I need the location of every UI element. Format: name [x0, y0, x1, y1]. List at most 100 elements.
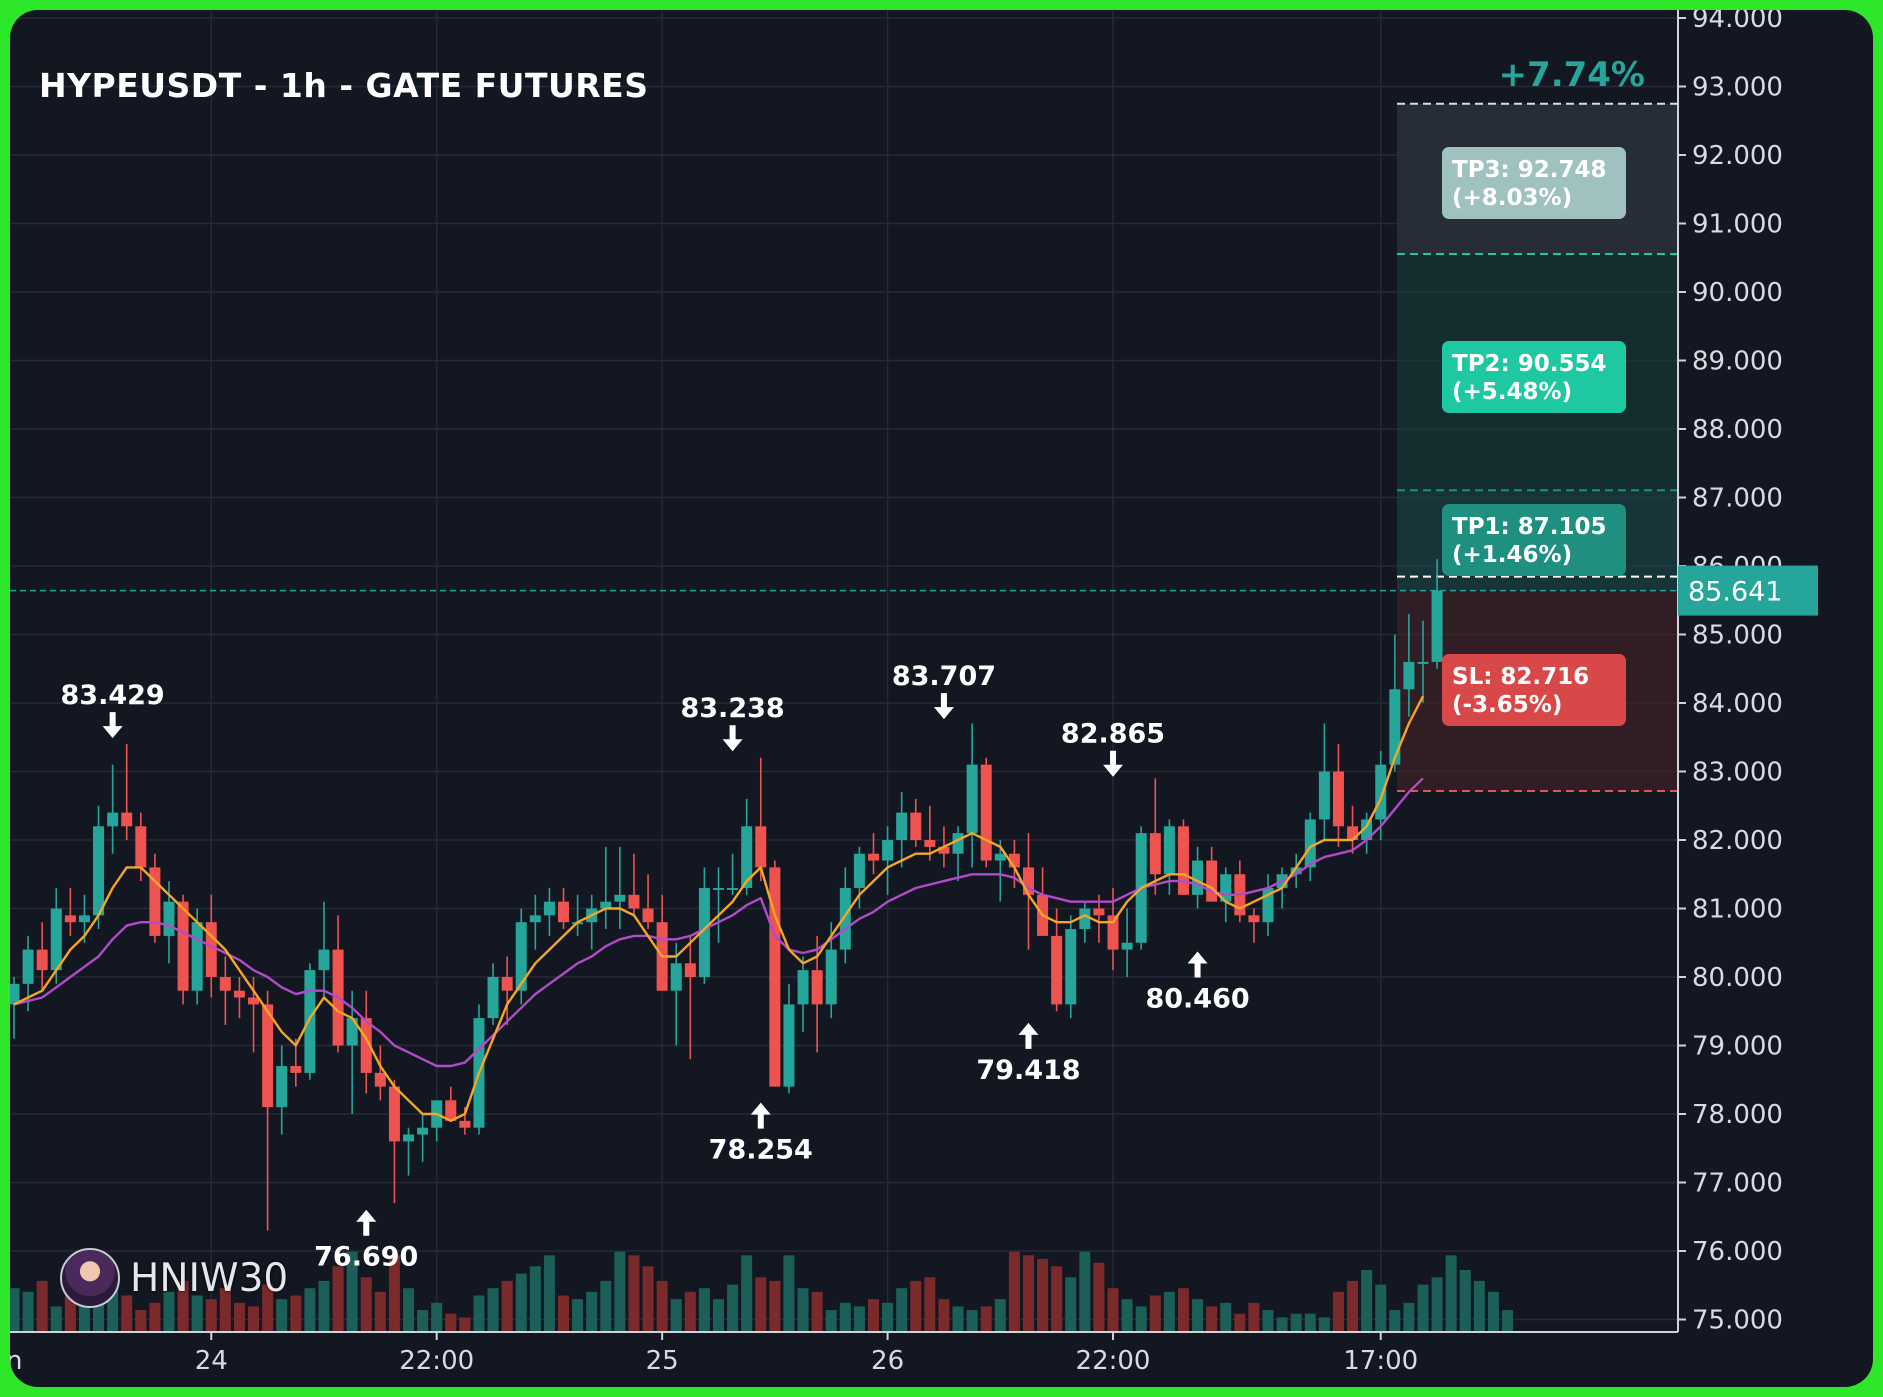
arrow-up-icon [750, 1102, 771, 1129]
candle-body [966, 764, 978, 834]
x-tick-label: 22:00 [1076, 1346, 1151, 1376]
candle-body [121, 812, 133, 827]
candle-body [205, 922, 217, 977]
candle-body [1093, 908, 1105, 916]
y-tick-label: 79.000 [1692, 1032, 1783, 1062]
volume-bar [600, 1280, 612, 1332]
tp1-label: TP1: 87.105 [1452, 514, 1607, 540]
volume-bar [797, 1288, 809, 1332]
tp3-label: TP3: 92.748 [1452, 157, 1607, 183]
candle-body [910, 812, 922, 840]
volume-bar [515, 1273, 527, 1332]
volume-bar [191, 1295, 203, 1332]
volume-bar [1487, 1291, 1499, 1332]
volume-bar [698, 1288, 710, 1332]
volume-bar [374, 1291, 386, 1332]
y-tick-label: 77.000 [1692, 1169, 1783, 1199]
candle-body [811, 970, 823, 1005]
y-tick-label: 82.000 [1692, 826, 1783, 856]
ma-slow-line [13, 777, 1424, 1068]
volume-bar [1192, 1299, 1204, 1332]
x-tick-label: 24 [195, 1346, 228, 1376]
candle-body [276, 1066, 288, 1108]
y-tick-label: 80.000 [1692, 963, 1783, 993]
arrow-up-icon [1187, 951, 1208, 978]
candle-body [93, 826, 105, 916]
volume-bar [1022, 1255, 1034, 1332]
volume-bar [727, 1284, 739, 1332]
volume-bar [1304, 1313, 1316, 1332]
volume-bar [529, 1266, 541, 1332]
candle-body [1304, 819, 1316, 868]
volume-bar [910, 1280, 922, 1332]
candle-body [614, 894, 626, 902]
candle-body [374, 1072, 386, 1087]
candle-body [163, 901, 175, 936]
tp3-box [1442, 147, 1626, 219]
candlestick-chart: 83.429 76.690 83.238 78.254 83.707 79.418 82.8… [10, 10, 1818, 1376]
x-tick-label: 25 [646, 1346, 679, 1376]
candle-body [191, 922, 203, 991]
volume-bar [473, 1295, 485, 1332]
candle-body [727, 887, 739, 890]
volume-bar [1361, 1269, 1373, 1332]
candle-body [713, 887, 724, 890]
x-tick-label: 22:00 [399, 1346, 474, 1376]
y-tick-label: 92.000 [1692, 141, 1783, 171]
volume-bar [952, 1306, 964, 1332]
volume-bar [1276, 1317, 1288, 1332]
candle-body [64, 915, 76, 923]
arrow-down-icon [722, 725, 743, 752]
candle-body [36, 949, 48, 971]
volume-bar [290, 1295, 302, 1332]
volume-bar [614, 1251, 626, 1332]
volume-bar [1417, 1284, 1429, 1332]
candle-body [1022, 867, 1034, 895]
volume-bar [1079, 1251, 1091, 1332]
candle-body [360, 1018, 372, 1073]
candle-body [628, 894, 640, 909]
y-tick-label: 83.000 [1692, 758, 1783, 788]
candle-body [755, 826, 767, 868]
y-tick-label: 84.000 [1692, 689, 1783, 719]
candle-body [1192, 860, 1204, 895]
candle-body [1332, 771, 1344, 827]
volume-bar [924, 1277, 936, 1332]
candle-body [233, 990, 245, 998]
volume-bar [684, 1291, 696, 1332]
volume-bar [656, 1280, 668, 1332]
volume-bar [1347, 1280, 1359, 1332]
volume-bar [713, 1299, 724, 1332]
y-tick-label: 81.000 [1692, 895, 1783, 925]
change-label: +7.74% [1499, 55, 1645, 95]
y-tick-label: 94.000 [1692, 10, 1783, 34]
low-label: 79.418 [976, 1055, 1080, 1086]
volume-bar [628, 1255, 640, 1332]
tp2-box [1442, 341, 1626, 413]
volume-bar [825, 1310, 837, 1332]
candle-body [487, 977, 499, 1019]
candle-body [1417, 661, 1429, 664]
volume-bar [994, 1299, 1006, 1332]
volume-bar [1403, 1302, 1415, 1332]
candle-body [1318, 771, 1330, 820]
avatar-icon [60, 1248, 120, 1308]
candle-body [1248, 915, 1260, 923]
candle-body [1375, 764, 1387, 820]
volume-bar [980, 1306, 992, 1332]
volume-bar [332, 1266, 344, 1332]
sl-box [1442, 654, 1626, 726]
watermark: HNIW30 [60, 1248, 288, 1308]
candle-body [741, 826, 753, 888]
candle-body [529, 915, 541, 923]
candle-body [924, 840, 936, 847]
candle-body [1065, 929, 1077, 1005]
volume-bar [1332, 1291, 1344, 1332]
chart-title: HYPEUSDT - 1h - GATE FUTURES [39, 66, 649, 105]
volume-bar [403, 1288, 415, 1332]
volume-bar [346, 1251, 358, 1332]
volume-bar [36, 1280, 48, 1332]
candle-body [304, 970, 316, 1073]
x-tick-label-clipped: n [10, 1346, 22, 1376]
tp2-label: TP2: 90.554 [1452, 351, 1607, 377]
